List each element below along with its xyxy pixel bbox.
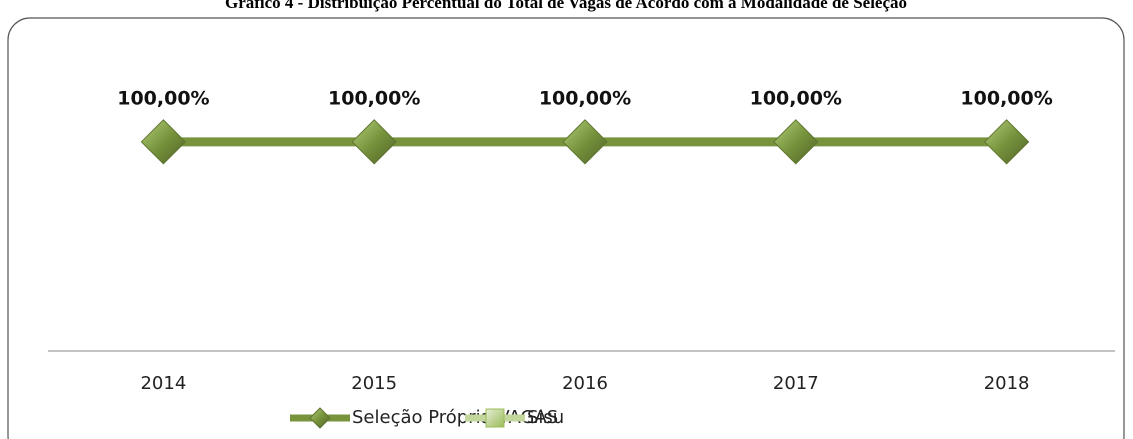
data-label: 100,00% — [960, 87, 1052, 109]
data-label: 100,00% — [117, 87, 209, 109]
marker — [773, 119, 819, 165]
marker — [140, 119, 187, 165]
legend-label: Sisu — [527, 407, 564, 428]
data-label: 100,00% — [539, 87, 631, 109]
legend-marker — [309, 407, 331, 429]
marker — [351, 119, 397, 165]
x-tick-label: 2017 — [773, 373, 819, 394]
x-tick-label: 2014 — [140, 373, 186, 394]
x-tick-label: 2018 — [984, 373, 1030, 394]
x-tick-label: 2016 — [562, 373, 608, 394]
x-tick-label: 2015 — [351, 373, 397, 394]
data-label: 100,00% — [328, 87, 420, 109]
marker — [562, 119, 608, 165]
marker — [983, 119, 1030, 165]
data-label: 100,00% — [750, 87, 842, 109]
legend-marker — [485, 408, 505, 428]
chart-border — [7, 17, 1125, 439]
legend-label: Seleção Própria VAGAS — [352, 407, 558, 428]
chart-title: Gráfico 4 - Distribuição Percentual do T… — [225, 0, 907, 12]
